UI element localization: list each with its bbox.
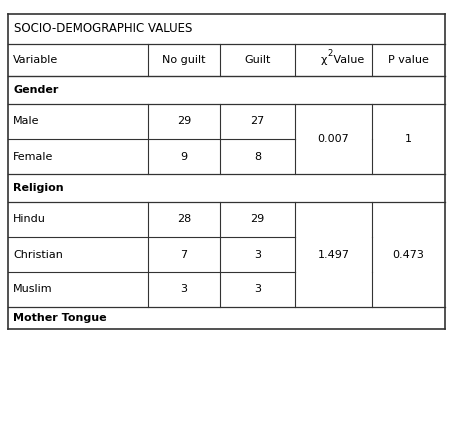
Text: Value: Value [331,55,365,65]
Text: 0.007: 0.007 [318,134,349,144]
Text: Female: Female [13,152,53,162]
Text: 9: 9 [180,152,188,162]
Text: 3: 3 [254,250,261,259]
Text: Muslim: Muslim [13,285,53,295]
Text: χ: χ [320,55,327,65]
Text: Gender: Gender [13,85,58,95]
Text: Variable: Variable [13,55,58,65]
Text: 3: 3 [180,285,188,295]
Text: 7: 7 [180,250,188,259]
Text: Guilt: Guilt [244,55,271,65]
Text: 0.473: 0.473 [393,250,424,259]
Text: Hindu: Hindu [13,215,46,224]
Text: Male: Male [13,117,39,126]
Text: 8: 8 [254,152,261,162]
Text: 1: 1 [405,134,412,144]
Text: 1.497: 1.497 [318,250,350,259]
Text: 28: 28 [177,215,191,224]
Text: 27: 27 [251,117,265,126]
Text: SOCIO-DEMOGRAPHIC VALUES: SOCIO-DEMOGRAPHIC VALUES [14,22,193,35]
Text: 3: 3 [254,285,261,295]
Text: 29: 29 [177,117,191,126]
Text: Christian: Christian [13,250,63,259]
Text: No guilt: No guilt [162,55,206,65]
Text: P value: P value [388,55,429,65]
Text: Mother Tongue: Mother Tongue [13,313,106,323]
Text: 29: 29 [251,215,265,224]
Text: 2: 2 [328,50,333,59]
Text: Religion: Religion [13,183,63,193]
